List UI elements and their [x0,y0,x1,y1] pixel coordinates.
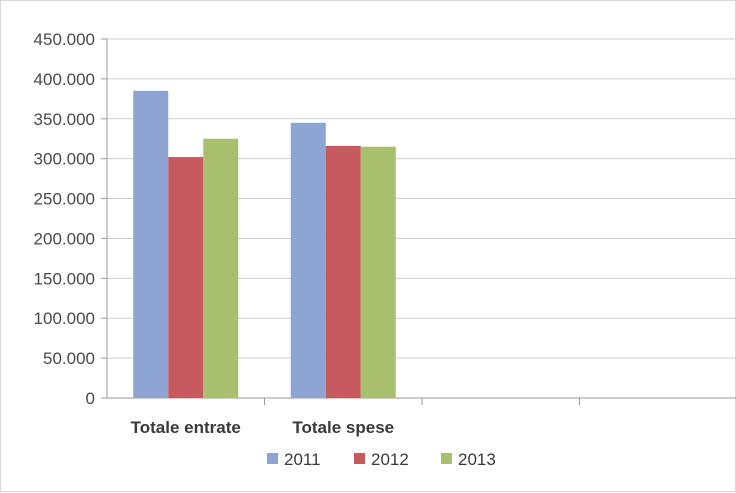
bar-2013-1 [203,138,239,398]
bar-2013-2 [360,146,396,398]
y-tick-label: 0 [86,389,95,408]
bar-2011-2 [290,122,326,399]
x-category-label: Totale spese [292,418,394,437]
bar-2012-2 [325,145,361,398]
legend-label-2011: 2011 [284,450,321,469]
legend-swatch-2011 [267,453,278,464]
y-tick-label: 100.000 [34,309,95,328]
y-tick-label: 350.000 [34,110,95,129]
y-tick-label: 250.000 [34,190,95,209]
legend-swatch-2012 [354,453,365,464]
y-tick-label: 200.000 [34,229,95,248]
y-tick-label: 150.000 [34,269,95,288]
x-category-label: Totale entrate [131,418,241,437]
legend-label-2012: 2012 [371,450,409,469]
legend-label-2013: 2013 [458,450,496,469]
y-tick-label: 400.000 [34,70,95,89]
y-tick-label: 300.000 [34,150,95,169]
legend-swatch-2013 [441,453,452,464]
bar-2011-1 [133,90,169,398]
y-tick-label: 450.000 [34,30,95,49]
bar-2012-1 [168,157,204,398]
y-tick-label: 50.000 [43,349,95,368]
